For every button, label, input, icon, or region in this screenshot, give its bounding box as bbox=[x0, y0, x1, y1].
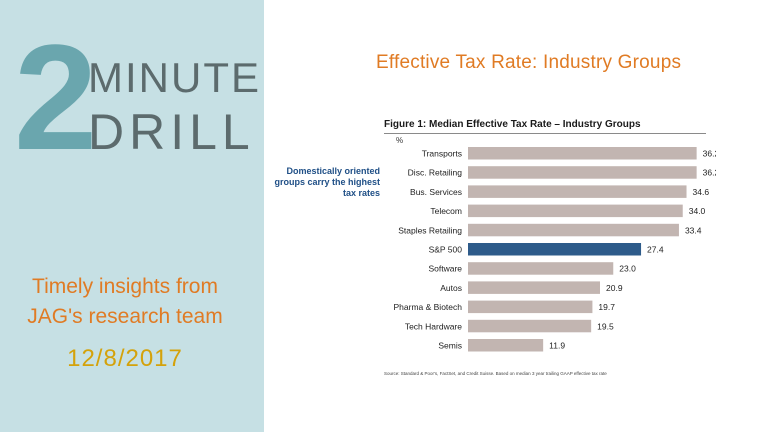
value-label: 19.5 bbox=[597, 321, 614, 331]
value-label: 27.4 bbox=[647, 245, 664, 255]
category-label: S&P 500 bbox=[429, 245, 463, 255]
logo-minute-text: MINUTE bbox=[88, 54, 261, 101]
bar-highlight bbox=[468, 243, 642, 256]
category-label: Software bbox=[428, 264, 462, 274]
value-label: 23.0 bbox=[619, 264, 636, 274]
bar bbox=[468, 339, 544, 352]
chart-title: Figure 1: Median Effective Tax Rate – In… bbox=[384, 119, 641, 130]
chart-annotation: Domestically oriented groups carry the h… bbox=[274, 166, 380, 198]
bar bbox=[468, 262, 614, 275]
slide-headline: Effective Tax Rate: Industry Groups bbox=[376, 52, 682, 73]
value-label: 34.0 bbox=[689, 206, 706, 216]
bar bbox=[468, 281, 600, 294]
category-label: Tech Hardware bbox=[405, 321, 462, 331]
value-label: 20.9 bbox=[606, 283, 623, 293]
tagline: Timely insights from JAG's research team bbox=[0, 272, 250, 332]
value-label: 33.4 bbox=[685, 225, 702, 235]
value-label: 36.2 bbox=[703, 168, 716, 178]
bar bbox=[468, 223, 679, 237]
logo-drill-text: DRILL bbox=[88, 104, 255, 160]
category-label: Transports bbox=[422, 149, 462, 159]
bar bbox=[468, 300, 593, 314]
value-label: 34.6 bbox=[693, 187, 710, 197]
left-panel: 2 MINUTE DRILL Timely insights from JAG'… bbox=[0, 0, 264, 432]
category-label: Pharma & Biotech bbox=[393, 302, 462, 312]
tagline-line-1: Timely insights from bbox=[32, 275, 218, 298]
publish-date: 12/8/2017 bbox=[67, 345, 183, 372]
bar bbox=[468, 147, 697, 160]
chart-source-note: Source: Standard & Poor's, FactSet, and … bbox=[384, 371, 607, 376]
bar bbox=[468, 185, 687, 198]
chart-unit-label: % bbox=[396, 136, 404, 145]
category-label: Disc. Retailing bbox=[408, 168, 463, 178]
chart-title-rule bbox=[384, 133, 706, 134]
bar-chart: Transports 36.2 Disc. Retailing 36.2 Bus. Se… bbox=[393, 147, 716, 352]
value-label: 11.9 bbox=[549, 341, 565, 351]
category-label: Staples Retailing bbox=[398, 225, 462, 235]
category-label: Semis bbox=[438, 341, 462, 351]
value-label: 19.7 bbox=[598, 302, 615, 312]
bar bbox=[468, 166, 697, 179]
logo-number: 2 bbox=[14, 13, 97, 181]
bar bbox=[468, 204, 683, 218]
bar bbox=[468, 319, 592, 333]
value-label: 36.2 bbox=[703, 149, 716, 159]
category-label: Bus. Services bbox=[410, 187, 462, 197]
category-label: Autos bbox=[440, 283, 462, 293]
category-label: Telecom bbox=[430, 206, 462, 216]
tagline-line-2: JAG's research team bbox=[27, 305, 223, 328]
